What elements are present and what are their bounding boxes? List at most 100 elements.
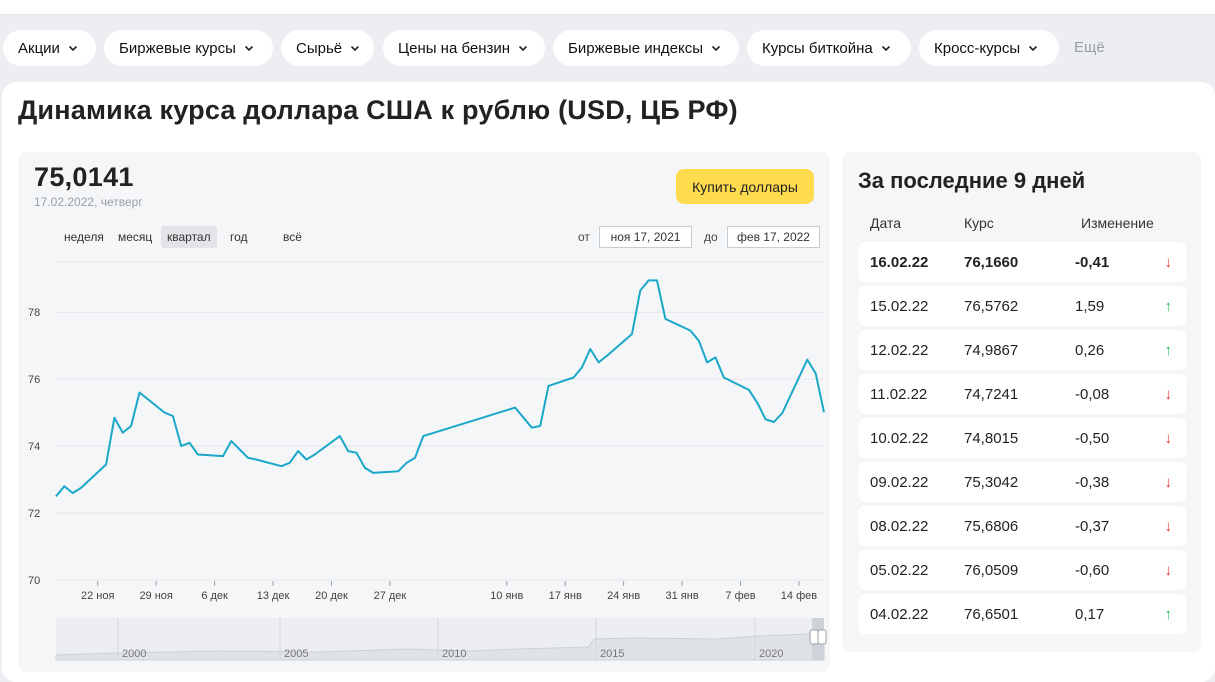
arrow-down-icon: ↓ (1165, 430, 1173, 447)
arrow-up-icon: ↑ (1165, 342, 1173, 359)
row-rate: 74,7241 (964, 386, 1018, 403)
arrow-down-icon: ↓ (1165, 518, 1173, 535)
header-date: Дата (870, 215, 901, 231)
row-change: -0,60 (1075, 562, 1109, 579)
category-chip-exchange-rates[interactable]: Биржевые курсы (104, 30, 273, 66)
category-chip-fuel-prices[interactable]: Цены на бензин (383, 30, 545, 66)
x-tick-label: 27 дек (374, 590, 407, 602)
rate-chart[interactable]: 70 72 74 76 78 22 ноя 29 ноя 6 дек 13 дек 20 дек… (18, 152, 830, 672)
navigator-year-label: 2005 (284, 648, 308, 660)
navigator-year-label: 2000 (122, 648, 146, 660)
y-tick-label: 78 (28, 307, 40, 319)
row-rate: 76,6501 (964, 606, 1018, 623)
row-date: 15.02.22 (870, 298, 928, 315)
x-tick-label: 20 дек (315, 590, 348, 602)
chip-label: Курсы биткойна (762, 40, 873, 57)
chevron-down-icon (244, 43, 254, 53)
row-change: 0,17 (1075, 606, 1104, 623)
chip-label: Биржевые курсы (119, 40, 236, 57)
row-date: 12.02.22 (870, 342, 928, 359)
x-tick-label: 29 ноя (139, 590, 172, 602)
table-row: 04.02.22 76,6501 0,17 ↑ (858, 594, 1186, 634)
category-chip-commodities[interactable]: Сырьё (281, 30, 374, 66)
row-change: -0,50 (1075, 430, 1109, 447)
chip-label: Биржевые индексы (568, 40, 703, 57)
page-title: Динамика курса доллара США к рублю (USD,… (18, 95, 738, 126)
top-strip (0, 0, 1215, 15)
category-chip-bitcoin[interactable]: Курсы биткойна (747, 30, 911, 66)
row-rate: 74,8015 (964, 430, 1018, 447)
arrow-down-icon: ↓ (1165, 254, 1173, 271)
row-change: -0,37 (1075, 518, 1109, 535)
row-date: 04.02.22 (870, 606, 928, 623)
chevron-down-icon (1028, 43, 1038, 53)
rate-line (56, 280, 824, 496)
navigator-year-label: 2015 (600, 648, 624, 660)
row-date: 10.02.22 (870, 430, 928, 447)
x-axis-ticks: 22 ноя 29 ноя 6 дек 13 дек 20 дек 27 дек 10 ян… (81, 581, 817, 602)
row-date: 16.02.22 (870, 254, 928, 271)
y-tick-label: 70 (28, 575, 40, 587)
table-row: 12.02.22 74,9867 0,26 ↑ (858, 330, 1186, 370)
row-change: -0,38 (1075, 474, 1109, 491)
header-rate: Курс (964, 215, 994, 231)
x-tick-label: 17 янв (549, 590, 582, 602)
table-row: 08.02.22 75,6806 -0,37 ↓ (858, 506, 1186, 546)
y-tick-label: 74 (28, 441, 40, 453)
row-date: 09.02.22 (870, 474, 928, 491)
row-date: 11.02.22 (870, 386, 927, 403)
row-rate: 76,5762 (964, 298, 1018, 315)
row-change: -0,41 (1075, 254, 1109, 271)
category-chip-cross-rates[interactable]: Кросс-курсы (919, 30, 1059, 66)
x-tick-label: 24 янв (607, 590, 640, 602)
navigator-handle-right (818, 630, 826, 644)
row-date: 05.02.22 (870, 562, 928, 579)
chart-grid (56, 262, 824, 580)
row-rate: 74,9867 (964, 342, 1018, 359)
more-link[interactable]: Ещё (1074, 30, 1105, 66)
chevron-down-icon (711, 43, 721, 53)
category-chip-indices[interactable]: Биржевые индексы (553, 30, 739, 66)
row-rate: 75,3042 (964, 474, 1018, 491)
chevron-down-icon (350, 43, 360, 53)
x-tick-label: 14 фев (781, 590, 817, 602)
table-row: 09.02.22 75,3042 -0,38 ↓ (858, 462, 1186, 502)
x-tick-label: 22 ноя (81, 590, 114, 602)
row-rate: 75,6806 (964, 518, 1018, 535)
arrow-up-icon: ↑ (1165, 606, 1173, 623)
row-change: 0,26 (1075, 342, 1104, 359)
x-tick-label: 6 дек (201, 590, 228, 602)
chip-label: Кросс-курсы (934, 40, 1020, 57)
row-rate: 76,1660 (964, 254, 1018, 271)
chart-panel: 75,0141 17.02.2022, четверг Купить долла… (18, 152, 830, 672)
table-row: 05.02.22 76,0509 -0,60 ↓ (858, 550, 1186, 590)
chip-label: Цены на бензин (398, 40, 510, 57)
x-tick-label: 10 янв (490, 590, 523, 602)
main-card: Динамика курса доллара США к рублю (USD,… (2, 82, 1215, 682)
y-tick-label: 72 (28, 508, 40, 520)
recent-days-title: За последние 9 дней (858, 168, 1085, 194)
row-date: 08.02.22 (870, 518, 928, 535)
category-nav: Акции Биржевые курсы Сырьё Цены на бензи… (0, 30, 1215, 66)
y-tick-label: 76 (28, 374, 40, 386)
arrow-down-icon: ↓ (1165, 474, 1173, 491)
x-tick-label: 31 янв (666, 590, 699, 602)
chart-series (56, 280, 824, 496)
navigator-handle-left (810, 630, 818, 644)
chevron-down-icon (881, 43, 891, 53)
navigator-year-label: 2020 (759, 648, 783, 660)
chevron-down-icon (68, 43, 78, 53)
arrow-down-icon: ↓ (1165, 562, 1173, 579)
category-chip-stocks[interactable]: Акции (3, 30, 96, 66)
table-header: Дата Курс Изменение (858, 215, 1188, 235)
row-change: 1,59 (1075, 298, 1104, 315)
header-change: Изменение (1081, 215, 1154, 231)
recent-days-panel: За последние 9 дней Дата Курс Изменение … (842, 152, 1201, 652)
y-axis-ticks: 70 72 74 76 78 (28, 307, 40, 587)
x-tick-label: 13 дек (257, 590, 290, 602)
row-rate: 76,0509 (964, 562, 1018, 579)
table-row: 16.02.22 76,1660 -0,41 ↓ (858, 242, 1186, 282)
